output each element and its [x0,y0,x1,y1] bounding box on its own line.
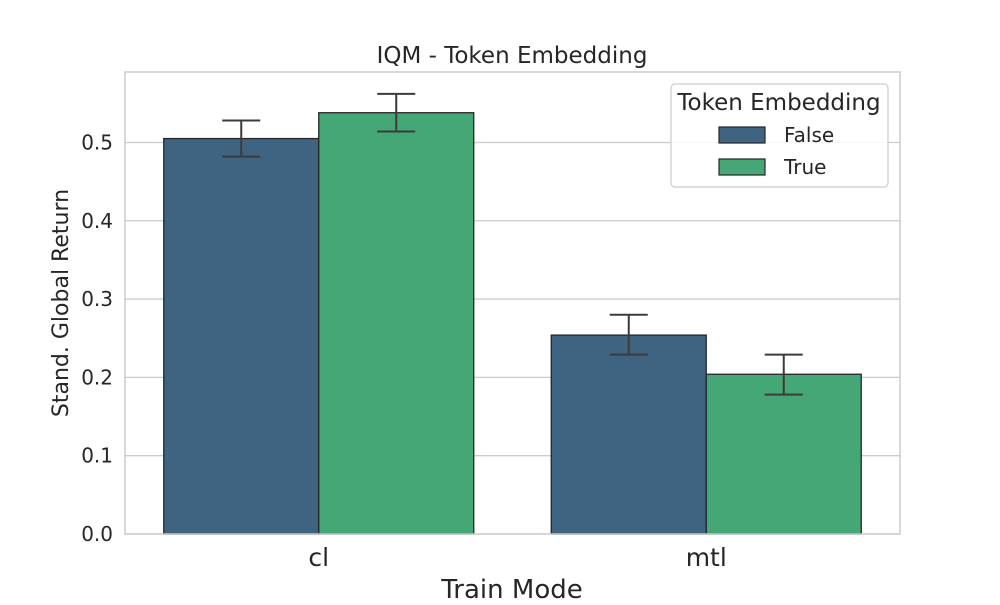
chart-title: IQM - Token Embedding [377,43,648,69]
bar-false-cl [163,137,320,535]
legend-label: True [783,155,826,179]
y-tick-label: 0.2 [81,365,113,389]
legend-items: False True [718,123,834,179]
plot-frame [124,71,901,535]
x-ticks: cl mtl [308,543,726,572]
error-bar [609,313,648,356]
x-tick-label: cl [308,543,329,572]
legend-title: Token Embedding [676,90,880,116]
y-tick-label: 0.4 [81,209,113,233]
error-bar [222,119,261,158]
y-tick-label: 0.0 [81,522,113,546]
x-axis-label: Train Mode [440,575,583,600]
error-bar [764,353,803,396]
bar-true-mtl [705,373,862,535]
legend-swatch [718,126,766,144]
legend-swatch [718,158,766,176]
y-ticks: 0.0 0.1 0.2 0.3 0.4 0.5 [81,130,113,546]
y-tick-label: 0.5 [81,130,113,154]
bar-false-mtl [550,334,707,535]
x-tick-label: mtl [686,543,727,572]
bar-true-cl [318,112,475,535]
error-bars [222,92,803,396]
legend-label: False [784,123,834,147]
error-bar [377,92,416,133]
y-tick-label: 0.1 [81,444,113,468]
legend: Token Embedding False True [670,83,889,188]
y-tick-label: 0.3 [81,287,113,311]
y-axis-label: Stand. Global Return [49,189,74,417]
